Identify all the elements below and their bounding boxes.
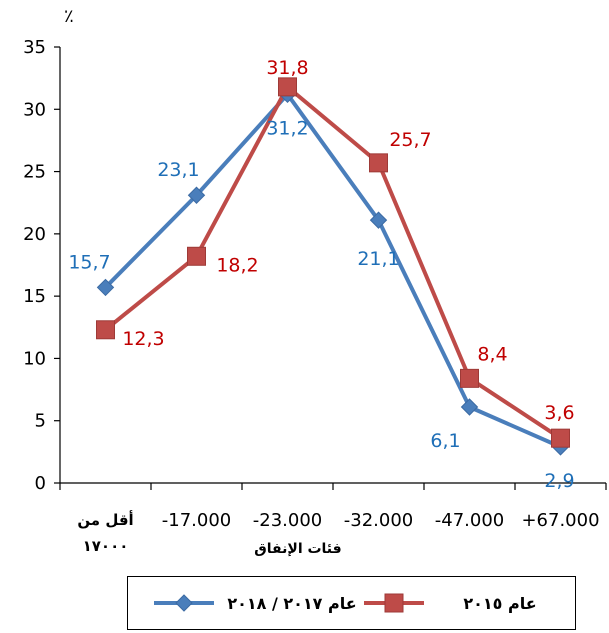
y-tick-label: 35 — [23, 37, 46, 58]
data-labels: 15,7 23,1 31,2 21,1 6,1 2,9 12,3 18,2 31,8 25,7 8,… — [68, 57, 574, 492]
data-label: 23,1 — [157, 159, 199, 181]
series-layer — [96, 77, 570, 456]
x-axis-title: فئات الإنفاق — [254, 541, 341, 557]
x-tick-label: -47.000 — [435, 510, 504, 531]
data-label: 2,9 — [544, 470, 574, 492]
series-2-point — [369, 153, 388, 173]
x-tick-label: ١٧٠٠٠ — [83, 537, 129, 555]
series-1-point — [96, 278, 115, 297]
y-tick-label: 25 — [23, 162, 46, 183]
series-2-point — [551, 428, 570, 448]
legend-marker — [384, 593, 404, 613]
y-axis-unit: ٪ — [64, 6, 74, 27]
series-line-2 — [104, 84, 562, 440]
data-label: 25,7 — [389, 129, 431, 151]
x-tick-label: -23.000 — [253, 510, 322, 531]
x-tick-label: -32.000 — [344, 510, 413, 531]
data-label: 15,7 — [68, 251, 110, 273]
series-1-point — [369, 211, 388, 229]
legend-label: عام ٢٠١٧ / ٢٠١٨ — [227, 594, 356, 613]
x-tick-label: -17.000 — [162, 510, 231, 531]
legend-label: عام ٢٠١٥ — [463, 594, 536, 613]
y-tick-label: 10 — [23, 348, 46, 369]
data-label: 6,1 — [430, 430, 460, 452]
data-label: 12,3 — [122, 328, 164, 350]
series-2-point — [460, 368, 479, 388]
series-2-point — [96, 320, 115, 340]
legend-box — [127, 576, 576, 630]
data-label: 31,2 — [266, 117, 308, 139]
series-1-point — [187, 186, 206, 204]
y-tick-label: 30 — [23, 99, 46, 120]
y-tick-label: 20 — [23, 224, 46, 245]
y-tick-label: 15 — [23, 286, 46, 307]
series-1-point — [460, 398, 479, 416]
data-label: 21,1 — [357, 248, 399, 270]
data-label: 8,4 — [477, 343, 507, 365]
x-tick-label: أقل من — [77, 510, 133, 529]
data-label: 3,6 — [544, 402, 574, 424]
x-tick-label: +67.000 — [521, 510, 599, 531]
y-tick-label: 5 — [35, 411, 46, 432]
y-axis: 0 5 10 15 20 25 30 35 — [23, 37, 61, 494]
x-axis: أقل من ١٧٠٠٠ -17.000 -23.000 -32.000 -47.000 +… — [59, 482, 607, 555]
y-tick-label: 0 — [35, 473, 46, 494]
data-label: 31,8 — [266, 57, 308, 79]
series-line-1 — [104, 92, 562, 449]
data-label: 18,2 — [216, 254, 258, 276]
series-2-point — [278, 77, 297, 97]
legend: عام ٢٠١٧ / ٢٠١٨ عام ٢٠١٥ — [154, 593, 537, 613]
series-2-point — [187, 246, 206, 266]
legend-marker — [175, 594, 193, 612]
